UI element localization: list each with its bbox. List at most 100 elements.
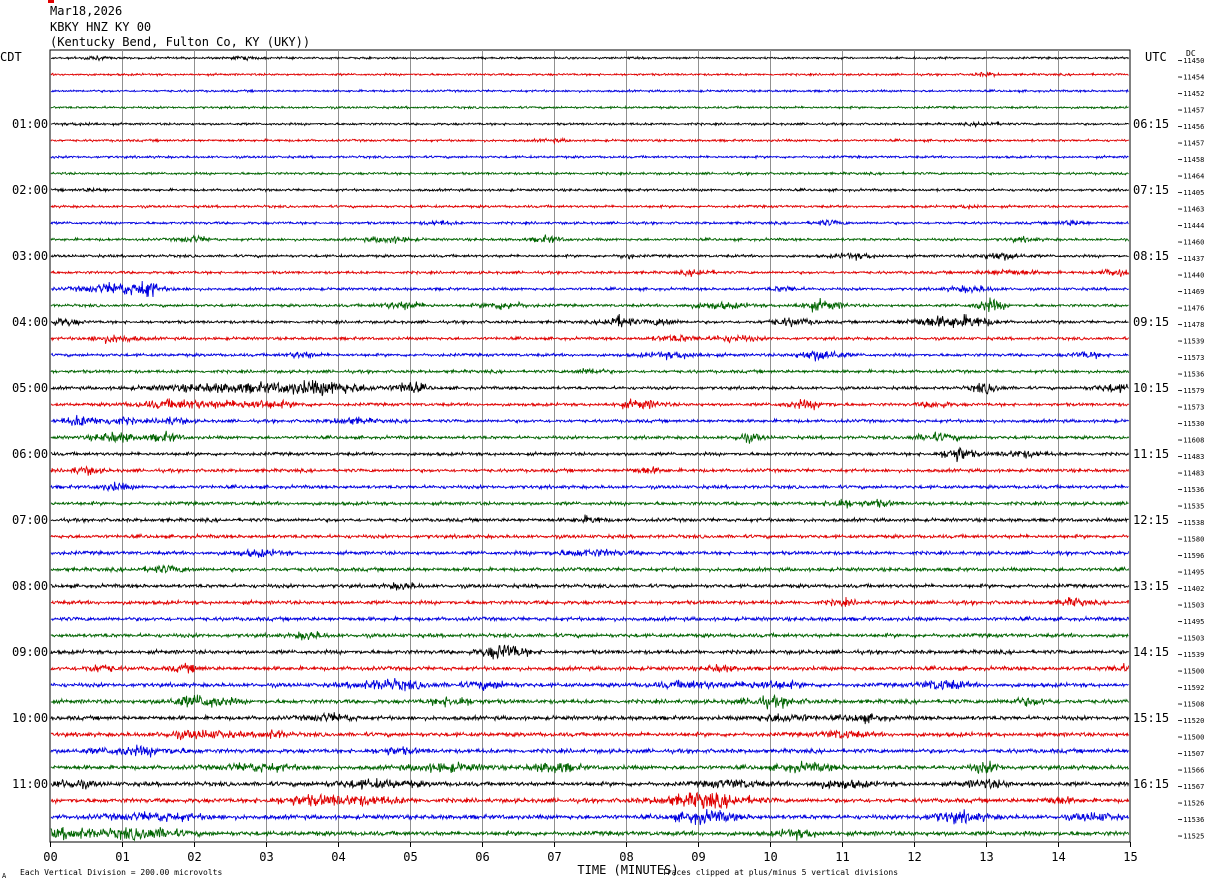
left-hour-label: 07:00 xyxy=(12,513,48,527)
dc-offset-label: -11526 xyxy=(1179,800,1204,808)
dc-offset-label: -11495 xyxy=(1179,618,1204,626)
dc-offset-label: -11573 xyxy=(1179,404,1204,412)
dc-offset-label: -11454 xyxy=(1179,74,1204,82)
trace-line xyxy=(50,614,1130,623)
trace-line xyxy=(50,677,1129,692)
left-hour-label: 06:00 xyxy=(12,447,48,461)
trace-line xyxy=(50,532,1129,541)
left-hour-label: 01:00 xyxy=(12,117,48,131)
trace-line xyxy=(50,760,1129,775)
trace-line xyxy=(50,251,1129,261)
trace-line xyxy=(50,430,1129,444)
trace-line xyxy=(50,297,1129,313)
dc-offset-label: -11460 xyxy=(1179,239,1204,247)
trace-line xyxy=(50,349,1129,362)
dc-offset-label: -11596 xyxy=(1179,552,1204,560)
trace-line xyxy=(50,446,1129,463)
date-label: Mar18,2026 xyxy=(50,4,123,18)
left-hour-label: 02:00 xyxy=(12,183,48,197)
dc-offset-label: -11444 xyxy=(1179,222,1204,230)
trace-line xyxy=(50,398,1129,411)
right-hour-label: 14:15 xyxy=(1133,645,1169,659)
trace-line xyxy=(50,313,1129,328)
left-hour-label: 05:00 xyxy=(12,381,48,395)
dc-offset-label: -11567 xyxy=(1179,783,1204,791)
trace-line xyxy=(51,596,1130,608)
trace-line xyxy=(50,104,1129,111)
trace-line xyxy=(50,631,1129,641)
trace-line xyxy=(50,170,1129,177)
right-hour-label: 10:15 xyxy=(1133,381,1169,395)
dc-offset-label: -11476 xyxy=(1179,305,1204,313)
left-hour-label: 11:00 xyxy=(12,777,48,791)
x-tick-label: 03 xyxy=(259,850,273,864)
dc-offset-label: -11566 xyxy=(1179,767,1204,775)
dc-offset-label: -11500 xyxy=(1179,668,1204,676)
trace-line xyxy=(50,367,1130,376)
trace-line xyxy=(50,71,1129,79)
dc-offset-label: -11592 xyxy=(1179,684,1204,692)
trace-line xyxy=(50,729,1129,741)
dc-offset-label: -11463 xyxy=(1179,206,1204,214)
location-label: (Kentucky Bend, Fulton Co, KY (UKY)) xyxy=(50,35,311,49)
trace-line xyxy=(50,778,1130,790)
trace-line xyxy=(50,791,1130,810)
plot-frame xyxy=(49,49,1131,843)
dc-offset-label: -11495 xyxy=(1179,569,1204,577)
trace-line xyxy=(50,808,1129,826)
dc-offset-label: -11452 xyxy=(1179,90,1204,98)
trace-line xyxy=(50,136,1129,145)
right-hour-label: 11:15 xyxy=(1133,447,1169,461)
dc-offset-label: -11530 xyxy=(1179,420,1204,428)
left-hour-label: 08:00 xyxy=(12,579,48,593)
trace-line xyxy=(50,55,1129,62)
x-tick-label: 00 xyxy=(43,850,57,864)
trace-line xyxy=(50,218,1129,227)
dc-offset-label: -11520 xyxy=(1179,717,1204,725)
x-tick-label: 08 xyxy=(619,850,633,864)
dc-offset-label: -11500 xyxy=(1179,734,1204,742)
x-tick-label: 10 xyxy=(763,850,777,864)
dc-offset-label: -11483 xyxy=(1179,453,1204,461)
x-tick-label: 11 xyxy=(835,850,849,864)
trace-line xyxy=(50,120,1129,129)
dc-offset-label: -11608 xyxy=(1179,437,1204,445)
left-timezone-label: CDT xyxy=(0,50,22,64)
left-hour-label: 09:00 xyxy=(12,645,48,659)
x-tick-label: 04 xyxy=(331,850,345,864)
dc-offset-label: -11535 xyxy=(1179,503,1204,511)
trace-line xyxy=(50,514,1129,525)
left-hour-label: 10:00 xyxy=(12,711,48,725)
left-hour-label: 03:00 xyxy=(12,249,48,263)
trace-line xyxy=(50,644,1129,660)
trace-line xyxy=(50,662,1130,674)
left-hour-label: 04:00 xyxy=(12,315,48,329)
trace-line xyxy=(50,154,1129,161)
dc-offset-label: -11469 xyxy=(1179,288,1204,296)
x-tick-label: 07 xyxy=(547,850,561,864)
dc-offset-label: -11483 xyxy=(1179,470,1204,478)
x-axis-label: TIME (MINUTES) xyxy=(577,863,678,877)
dc-offset-label: -11457 xyxy=(1179,140,1204,148)
right-hour-label: 09:15 xyxy=(1133,315,1169,329)
trace-line xyxy=(50,498,1129,509)
trace-line xyxy=(50,234,1130,244)
dc-offset-label: -11402 xyxy=(1179,585,1204,593)
dc-offset-label: -11525 xyxy=(1179,833,1204,841)
x-tick-label: 09 xyxy=(691,850,705,864)
dc-offset-label: -11457 xyxy=(1179,107,1204,115)
dc-offset-label: -11503 xyxy=(1179,602,1204,610)
x-tick-label: 12 xyxy=(907,850,921,864)
trace-line xyxy=(50,333,1129,344)
trace-line xyxy=(50,693,1129,710)
dc-offset-label: -11440 xyxy=(1179,272,1204,280)
dc-offset-label: -11573 xyxy=(1179,354,1204,362)
dc-offset-label: -11437 xyxy=(1179,255,1204,263)
x-tick-label: 01 xyxy=(115,850,129,864)
trace-line xyxy=(50,564,1130,574)
trace-line xyxy=(50,465,1130,476)
corner-mark: A xyxy=(2,872,7,880)
right-hour-label: 08:15 xyxy=(1133,249,1169,263)
x-tick-label: 05 xyxy=(403,850,417,864)
